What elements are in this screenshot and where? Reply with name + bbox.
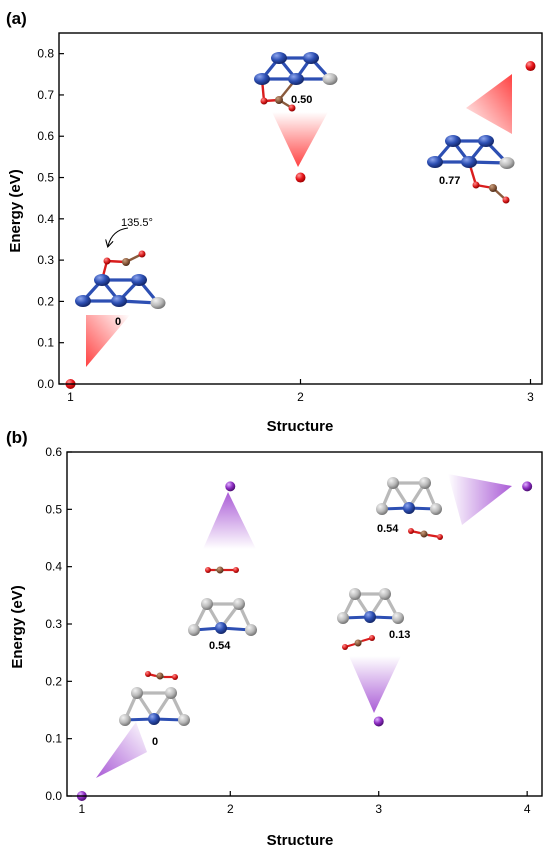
- panel-a-label-1: 0: [115, 316, 121, 328]
- y-tick-label: 0.8: [37, 47, 54, 61]
- panel-a-label-2: 0.50: [291, 94, 312, 106]
- panel-b-cone-3: [349, 656, 401, 713]
- panel-b-label-2: 0.54: [209, 640, 231, 652]
- panel-a-x-ticks: 1 2 3: [67, 379, 534, 404]
- data-point: [522, 481, 533, 492]
- data-point: [225, 481, 236, 492]
- panel-b-label-3: 0.13: [389, 629, 410, 641]
- panel-b-cone-2: [203, 492, 256, 549]
- panel-a-cone-2: [272, 112, 328, 167]
- y-tick-label: 0.2: [37, 294, 54, 308]
- y-tick-label: 0.1: [37, 336, 54, 350]
- panel-a-frame: [58, 32, 543, 385]
- panel-a-label: (a): [6, 9, 27, 28]
- x-tick-label: 2: [227, 802, 234, 816]
- y-tick-label: 0.3: [45, 617, 62, 631]
- panel-b-molecule-1: 0: [119, 671, 190, 748]
- panel-b-cone-1: [96, 722, 147, 778]
- angle-arrow-icon: [108, 227, 129, 246]
- panel-b-x-ticks: 1 2 3 4: [79, 791, 531, 816]
- panel-b-label: (b): [6, 428, 28, 447]
- panel-a-y-axis-title: Energy (eV): [7, 169, 24, 252]
- data-point: [295, 172, 306, 183]
- panel-b-label-4: 0.54: [377, 523, 399, 535]
- y-tick-label: 0.0: [37, 377, 54, 391]
- panel-a-label-3: 0.77: [439, 175, 460, 187]
- x-tick-label: 3: [527, 390, 534, 404]
- panel-b-molecule-3: 0.13: [337, 588, 410, 650]
- x-tick-label: 3: [375, 802, 382, 816]
- panel-a-molecule-3: 0.77: [427, 135, 515, 204]
- panel-a-cone-3: [466, 74, 512, 134]
- panel-a-cone-1: [86, 315, 130, 367]
- panel-b-molecule-2: 0.54: [188, 566, 257, 652]
- x-tick-label: 2: [297, 390, 304, 404]
- panel-b-x-axis-title: Structure: [267, 832, 334, 849]
- panel-a-y-ticks: 0.0 0.1 0.2 0.3 0.4 0.5 0.6 0.7 0.8: [37, 47, 64, 391]
- panel-b: (b) 0.0 0.1 0.2 0.3 0.4 0.5 0.6 1 2 3 4 Energy (e…: [6, 428, 543, 849]
- y-tick-label: 0.7: [37, 88, 54, 102]
- x-tick-label: 1: [67, 390, 74, 404]
- data-point: [373, 716, 384, 727]
- panel-b-frame: [66, 451, 543, 797]
- panel-b-label-1: 0: [152, 736, 158, 748]
- y-tick-label: 0.6: [37, 129, 54, 143]
- x-tick-label: 1: [79, 802, 86, 816]
- y-tick-label: 0.4: [37, 212, 54, 226]
- y-tick-label: 0.2: [45, 674, 62, 688]
- panel-b-cone-4: [448, 474, 512, 525]
- y-tick-label: 0.6: [45, 445, 62, 459]
- y-tick-label: 0.5: [37, 171, 54, 185]
- panel-b-y-ticks: 0.0 0.1 0.2 0.3 0.4 0.5 0.6: [45, 445, 72, 803]
- panel-a-molecule-1: 135.5° 0: [75, 217, 166, 328]
- y-tick-label: 0.3: [37, 253, 54, 267]
- panel-b-y-axis-title: Energy (eV): [9, 585, 26, 668]
- panel-a-angle-label: 135.5°: [121, 217, 153, 229]
- y-tick-label: 0.5: [45, 502, 62, 516]
- panel-b-molecule-4: 0.54: [376, 477, 443, 540]
- y-tick-label: 0.4: [45, 560, 62, 574]
- panel-a-molecule-2: 0.50: [254, 52, 338, 112]
- panel-a-x-axis-title: Structure: [267, 418, 334, 435]
- y-tick-label: 0.0: [45, 789, 62, 803]
- panel-a: (a) 0.0 0.1 0.2 0.3 0.4 0.5 0.6 0.7 0.8 1 2 3 Ener…: [6, 9, 543, 435]
- y-tick-label: 0.1: [45, 732, 62, 746]
- x-tick-label: 4: [524, 802, 531, 816]
- panel-b-points: [76, 481, 533, 801]
- data-point: [525, 61, 536, 72]
